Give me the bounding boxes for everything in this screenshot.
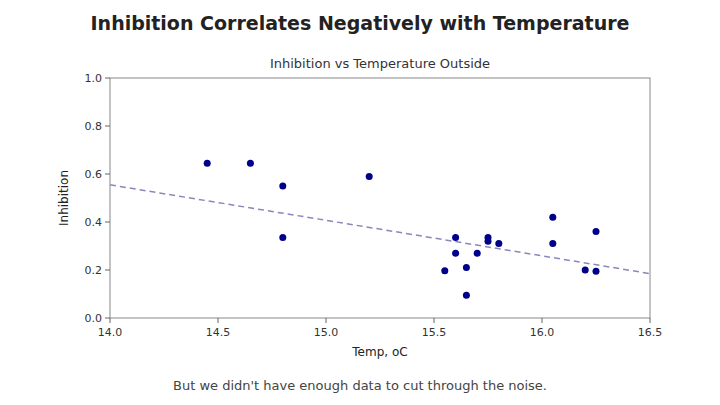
tick-label: 16.5 bbox=[638, 326, 663, 339]
tick-label: 0.2 bbox=[85, 264, 103, 277]
tick-mark bbox=[105, 174, 110, 175]
tick-label: 16.0 bbox=[530, 326, 555, 339]
tick-mark bbox=[105, 222, 110, 223]
scatter-point bbox=[366, 173, 373, 180]
scatter-point bbox=[204, 160, 211, 167]
tick-label: 15.5 bbox=[422, 326, 447, 339]
trend-line bbox=[110, 185, 650, 274]
scatter-point bbox=[593, 228, 600, 235]
chart: Inhibition Correlates Negatively with Te… bbox=[0, 0, 720, 405]
scatter-point bbox=[593, 268, 600, 275]
tick-label: 14.5 bbox=[206, 326, 231, 339]
title: Inhibition Correlates Negatively with Te… bbox=[91, 12, 630, 34]
scatter-point bbox=[279, 183, 286, 190]
y-axis-label: Inhibition bbox=[57, 170, 71, 226]
scatter-point bbox=[474, 250, 481, 257]
tick-mark bbox=[110, 318, 111, 323]
plot-frame bbox=[110, 78, 650, 318]
scatter-point bbox=[582, 267, 589, 274]
tick-mark bbox=[105, 78, 110, 79]
tick-label: 1.0 bbox=[85, 72, 103, 85]
subtitle: But we didn't have enough data to cut th… bbox=[173, 378, 547, 393]
scatter-point bbox=[549, 240, 556, 247]
tick-label: 0.0 bbox=[85, 312, 103, 325]
tick-label: 14.0 bbox=[98, 326, 123, 339]
tick-label: 0.4 bbox=[85, 216, 103, 229]
tick-mark bbox=[542, 318, 543, 323]
scatter-point bbox=[485, 234, 492, 241]
tick-mark bbox=[105, 270, 110, 271]
scatter-point bbox=[247, 160, 254, 167]
scatter-point bbox=[463, 292, 470, 299]
scatter-point bbox=[441, 267, 448, 274]
tick-mark bbox=[218, 318, 219, 323]
x-axis-label: Temp, oC bbox=[351, 345, 407, 359]
tick-mark bbox=[326, 318, 327, 323]
tick-mark bbox=[434, 318, 435, 323]
tick-label: 15.0 bbox=[314, 326, 339, 339]
tick-label: 0.8 bbox=[85, 120, 103, 133]
scatter-point bbox=[463, 264, 470, 271]
plot-title: Inhibition vs Temperature Outside bbox=[270, 56, 490, 71]
scatter-point bbox=[452, 250, 459, 257]
tick-mark bbox=[650, 318, 651, 323]
tick-mark bbox=[105, 126, 110, 127]
scatter-point bbox=[452, 234, 459, 241]
scatter-point bbox=[279, 234, 286, 241]
tick-mark bbox=[105, 318, 110, 319]
plot-area bbox=[110, 160, 650, 299]
tick-label: 0.6 bbox=[85, 168, 103, 181]
scatter-point bbox=[549, 214, 556, 221]
scatter-point bbox=[495, 240, 502, 247]
